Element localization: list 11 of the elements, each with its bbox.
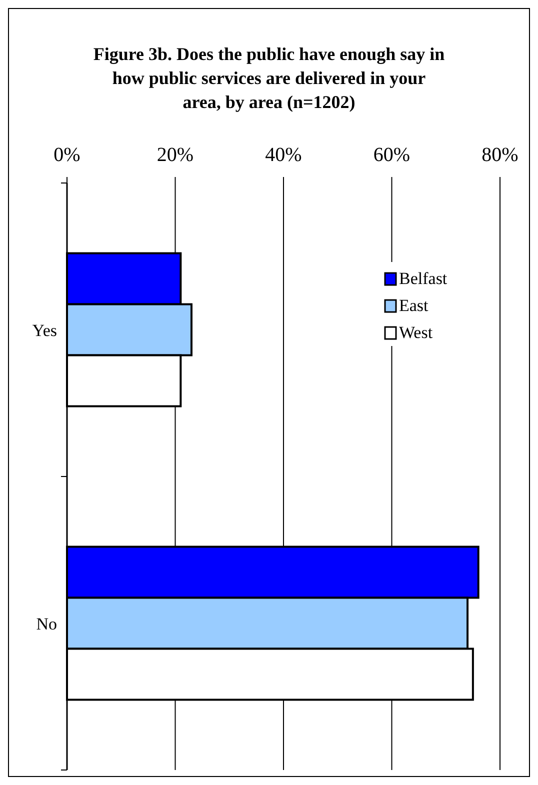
legend-label: Belfast (399, 269, 448, 288)
x-tick-label: 0% (54, 144, 80, 166)
x-tick-label: 20% (156, 144, 194, 166)
x-tick-label: 60% (373, 144, 410, 166)
legend-label: East (399, 296, 429, 315)
y-tick-label: No (36, 614, 57, 634)
y-tick-label: Yes (32, 320, 57, 340)
x-tick-label: 40% (265, 144, 302, 166)
chart-title: Figure 3b. Does the public have enough say in how public services are delivered in your area, by area (n=1202) (93, 44, 445, 112)
x-tick-label: 80% (482, 144, 518, 166)
legend-label: West (399, 323, 433, 342)
